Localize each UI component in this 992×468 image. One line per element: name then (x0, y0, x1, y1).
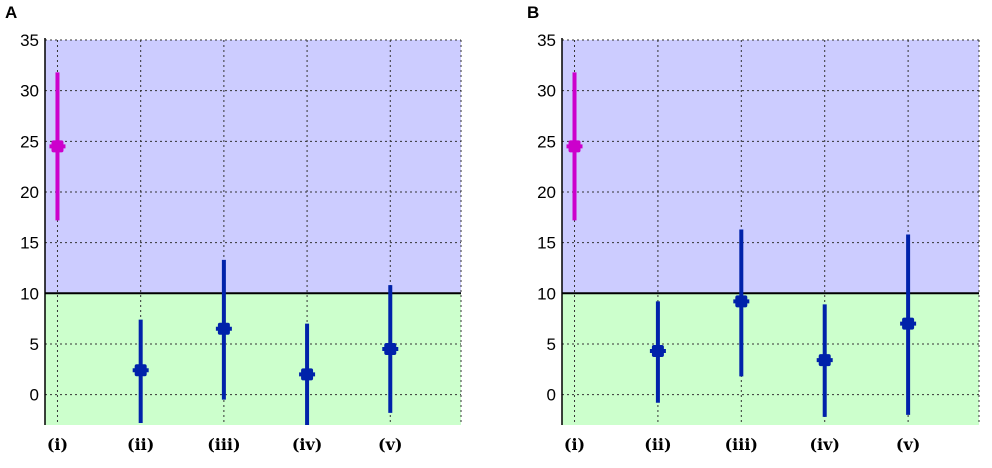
region-above-threshold (45, 40, 461, 294)
x-tick-label: (i) (564, 435, 585, 454)
chart-panel-b: 35 30 25 20 15 10 5 0 (i) (ii) (iii) (iv) (v) B (527, 3, 980, 454)
x-tick-label: (iv) (809, 435, 840, 454)
y-tick-label: 0 (547, 386, 556, 405)
x-tick-label: (iii) (207, 435, 240, 454)
y-tick-label: 5 (547, 335, 556, 354)
y-tick-label: 30 (537, 82, 556, 101)
region-below-threshold (45, 293, 461, 425)
y-tick-label: 15 (20, 234, 39, 253)
y-tick-label: 15 (537, 234, 556, 253)
y-tick-label: 0 (30, 386, 39, 405)
x-tick-label: (ii) (127, 435, 154, 454)
y-tick-label: 10 (537, 284, 556, 303)
x-tick-label: (iv) (292, 435, 323, 454)
y-tick-label: 20 (20, 183, 39, 202)
x-tick-label: (ii) (644, 435, 671, 454)
y-tick-label: 25 (537, 132, 556, 151)
region-below-threshold (562, 293, 979, 425)
y-tick-label: 25 (20, 132, 39, 151)
y-tick-label: 35 (20, 31, 39, 50)
x-tick-label: (v) (896, 435, 920, 454)
x-tick-label: (i) (47, 435, 68, 454)
y-tick-label: 30 (20, 82, 39, 101)
chart-panel-a: 35 30 25 20 15 10 5 0 (i) (ii) (iii) (iv) (v) A (5, 3, 462, 454)
y-tick-label: 35 (537, 31, 556, 50)
y-tick-label: 5 (30, 335, 39, 354)
panel-label: A (5, 3, 17, 22)
x-tick-label: (iii) (725, 435, 758, 454)
y-tick-label: 20 (537, 183, 556, 202)
region-above-threshold (562, 40, 979, 294)
panel-label: B (527, 3, 539, 22)
x-tick-label: (v) (378, 435, 402, 454)
y-tick-label: 10 (20, 284, 39, 303)
